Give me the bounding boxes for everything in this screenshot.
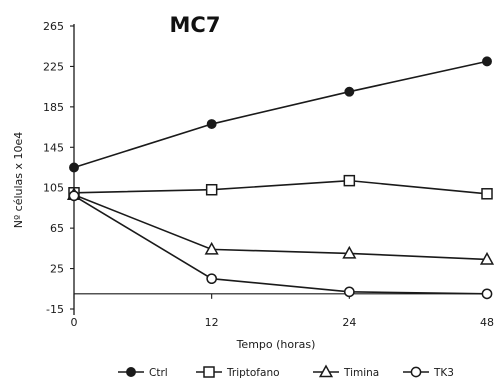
y-tick-label: 225 [43,60,64,73]
x-tick-label: 24 [342,316,356,329]
legend-marker [410,366,422,378]
legend-item: Ctrl [118,367,168,379]
legend-marker [203,366,215,378]
series-ctrl [69,56,492,173]
y-tick-label: -15 [46,303,64,316]
y-tick-label: 25 [50,263,64,276]
series-line [73,60,488,169]
data-point [205,183,218,196]
y-tick-label: 265 [43,20,64,33]
legend-label: Ctrl [149,367,168,379]
y-axis-title: Nº células x 10e4 [12,132,25,229]
data-point [342,245,357,259]
data-point [479,251,495,265]
data-point [343,174,356,187]
data-point [344,86,355,97]
legend-label: Triptofano [226,367,280,379]
data-point [68,190,80,202]
series-triptofano [68,174,493,200]
y-tick-label: 185 [43,101,64,114]
legend-label: Timina [343,367,379,379]
data-point [482,56,492,67]
x-tick-label: 12 [205,316,219,329]
series-line [73,194,488,261]
y-tick-label: 145 [43,141,64,154]
chart-title: MC7 [170,13,221,37]
series-line [73,179,488,195]
legend-item: Triptofano [196,366,280,379]
series-timina [66,187,495,265]
data-point [206,119,217,129]
data-point [69,162,79,173]
legend-item: TK3 [403,366,454,379]
series-line [73,195,488,295]
x-tick-label: 48 [480,316,494,329]
legend-item: Timina [313,364,379,379]
legend-label: TK3 [433,367,454,379]
x-tick-label: 0 [71,316,78,329]
data-point [481,288,493,300]
legend-marker [318,364,334,378]
data-point [206,273,218,285]
legend-marker [126,367,136,377]
series-tk3 [68,190,493,300]
data-point [343,286,355,298]
series-group [66,56,495,300]
data-point [481,188,493,200]
x-axis-title: Tempo (horas) [236,338,316,351]
axes: -15 25 65 105 145 185 225 265 0 12 24 48 [43,20,494,329]
y-tick-label: 105 [43,182,64,195]
data-point [204,241,219,255]
y-tick-label: 65 [50,222,64,235]
legend: Ctrl Triptofano Timina TK3 [118,364,454,379]
